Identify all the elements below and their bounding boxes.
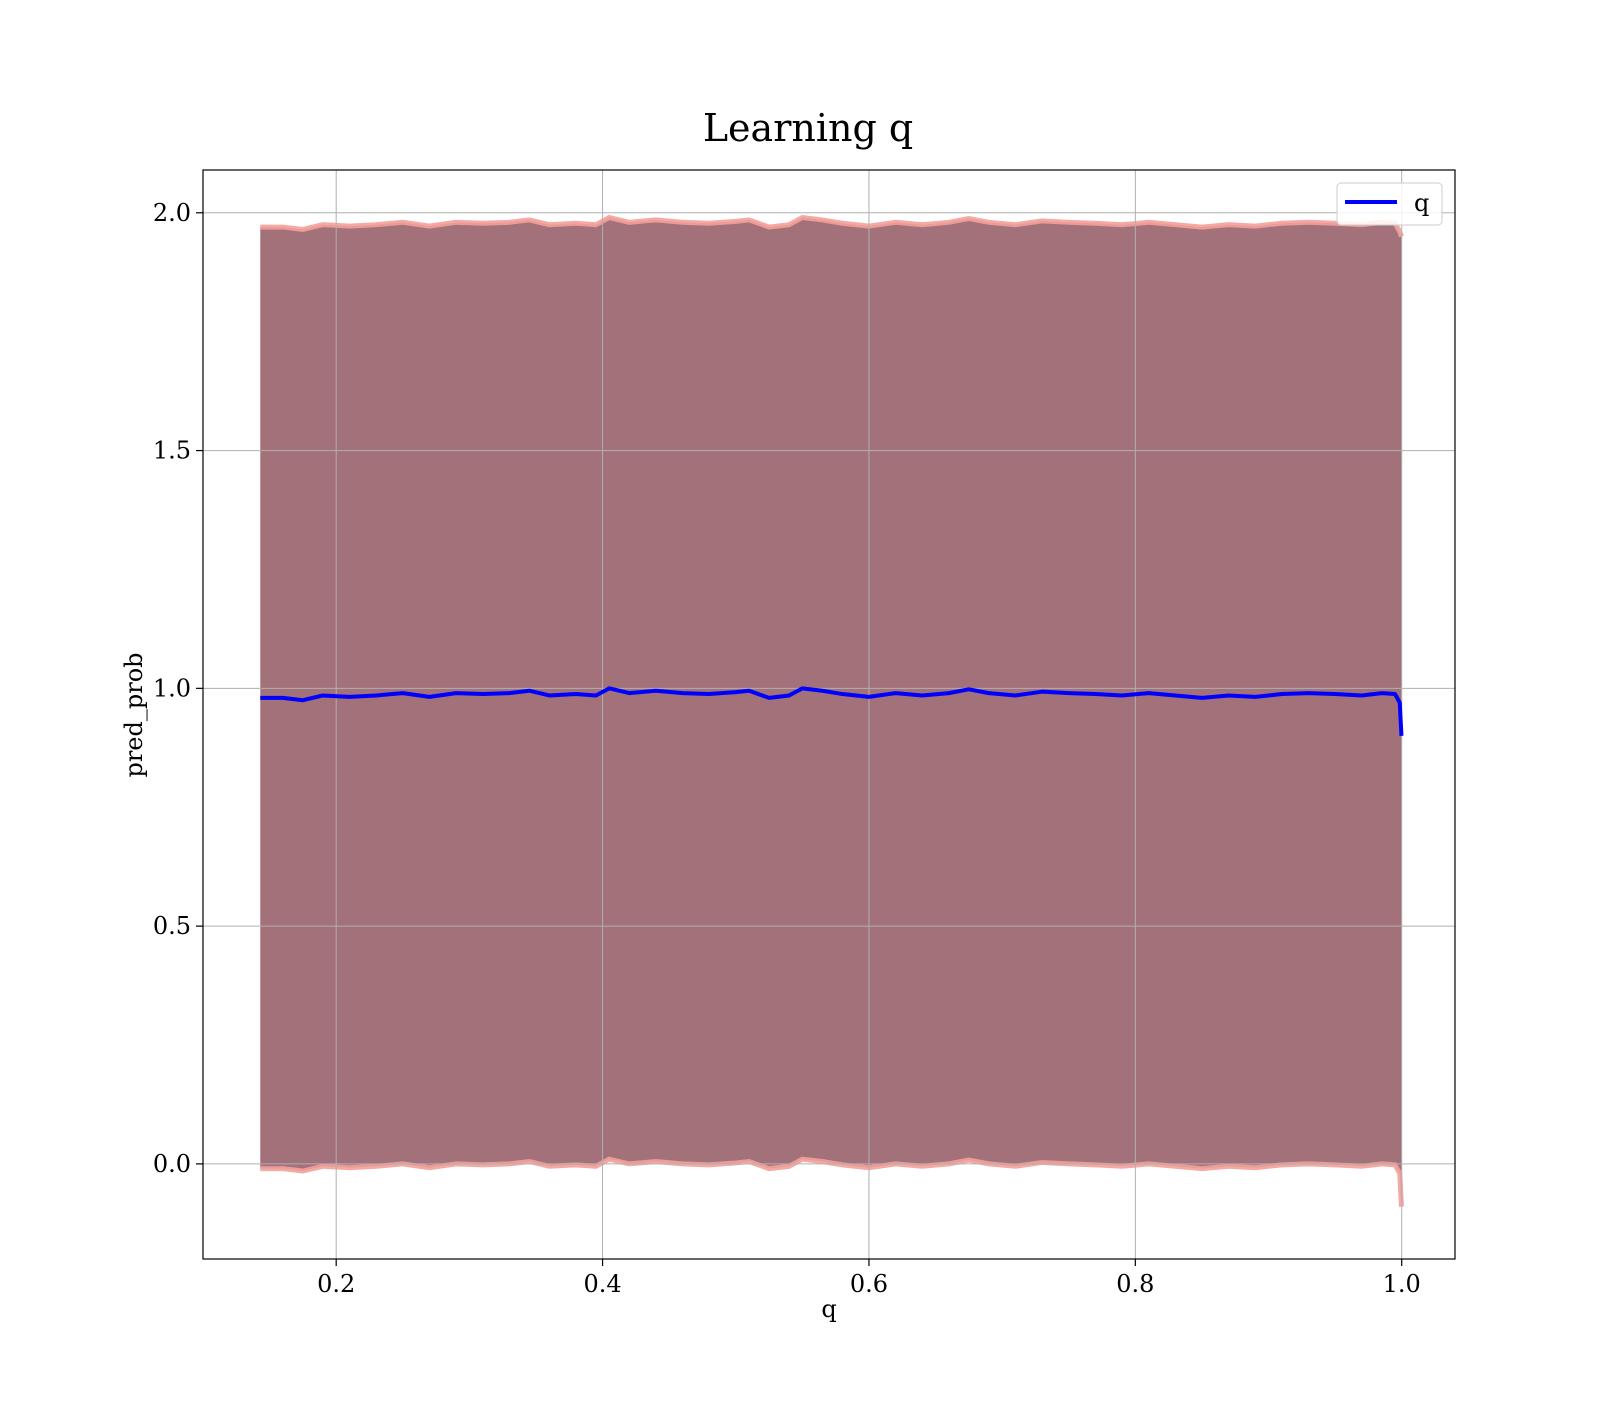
y-tick-label: 0.5 (153, 912, 191, 940)
band-upper-edge (260, 214, 1404, 238)
y-tick-label: 1.0 (153, 674, 191, 702)
x-tick-label: 0.6 (850, 1270, 888, 1298)
x-tick-label: 0.8 (1116, 1270, 1154, 1298)
series-line-layer (260, 686, 1404, 737)
y-axis-label: pred_prob (120, 652, 148, 777)
legend-label: q (1414, 189, 1429, 217)
x-axis-ticks: 0.2 0.4 0.6 0.8 1.0 (317, 1259, 1421, 1298)
confidence-band-layer (260, 214, 1404, 1207)
x-tick-label: 0.2 (317, 1270, 355, 1298)
y-axis-ticks: 0.0 0.5 1.0 1.5 2.0 (153, 199, 203, 1178)
x-axis-label: q (821, 1295, 836, 1323)
series-line-q (260, 686, 1404, 737)
x-tick-label: 1.0 (1383, 1270, 1421, 1298)
legend: q (1336, 182, 1443, 226)
confidence-band (260, 217, 1402, 1207)
chart-title: Learning q (703, 106, 913, 150)
plot-area-frame (202, 169, 1456, 1260)
x-tick-label: 0.4 (583, 1270, 621, 1298)
y-tick-label: 0.0 (153, 1150, 191, 1178)
grid-layer (203, 170, 1455, 1259)
y-tick-label: 1.5 (153, 437, 191, 465)
y-tick-label: 2.0 (153, 199, 191, 227)
